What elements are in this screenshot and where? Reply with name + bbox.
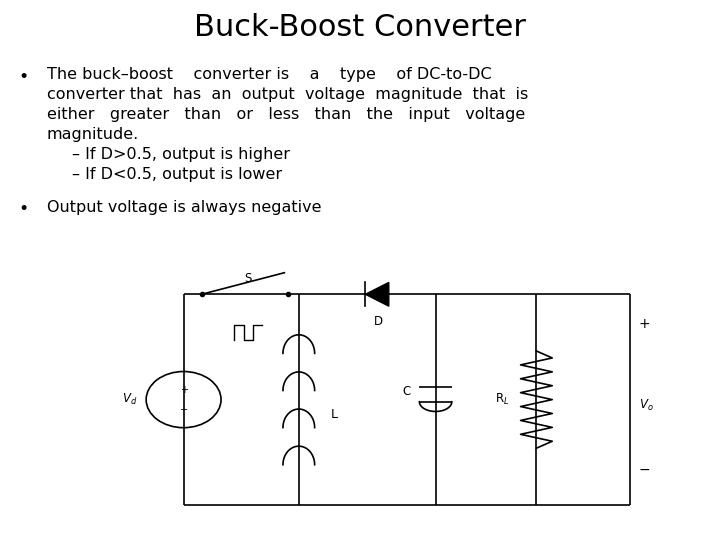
Text: L: L (330, 408, 338, 421)
Text: Buck-Boost Converter: Buck-Boost Converter (194, 14, 526, 43)
Text: either   greater   than   or   less   than   the   input   voltage: either greater than or less than the inp… (47, 107, 525, 123)
Text: +: + (639, 317, 650, 331)
Text: −: − (639, 463, 650, 477)
Text: S: S (245, 272, 252, 285)
Text: – If D<0.5, output is lower: – If D<0.5, output is lower (72, 167, 282, 183)
Text: magnitude.: magnitude. (47, 127, 139, 143)
Text: D: D (374, 315, 382, 328)
Text: •: • (18, 68, 28, 85)
Text: R$_L$: R$_L$ (495, 392, 510, 407)
Text: $V_d$: $V_d$ (122, 392, 138, 407)
Text: converter that  has  an  output  voltage  magnitude  that  is: converter that has an output voltage mag… (47, 87, 528, 103)
Text: +: + (179, 385, 188, 395)
Text: Output voltage is always negative: Output voltage is always negative (47, 200, 321, 215)
Text: C: C (402, 385, 410, 398)
Text: – If D>0.5, output is higher: – If D>0.5, output is higher (72, 147, 290, 163)
Polygon shape (366, 282, 389, 306)
Text: The buck–boost    converter is    a    type    of DC-to-DC: The buck–boost converter is a type of DC… (47, 68, 492, 83)
Text: •: • (18, 200, 28, 218)
Text: −: − (179, 406, 188, 415)
Text: $V_o$: $V_o$ (639, 397, 653, 413)
